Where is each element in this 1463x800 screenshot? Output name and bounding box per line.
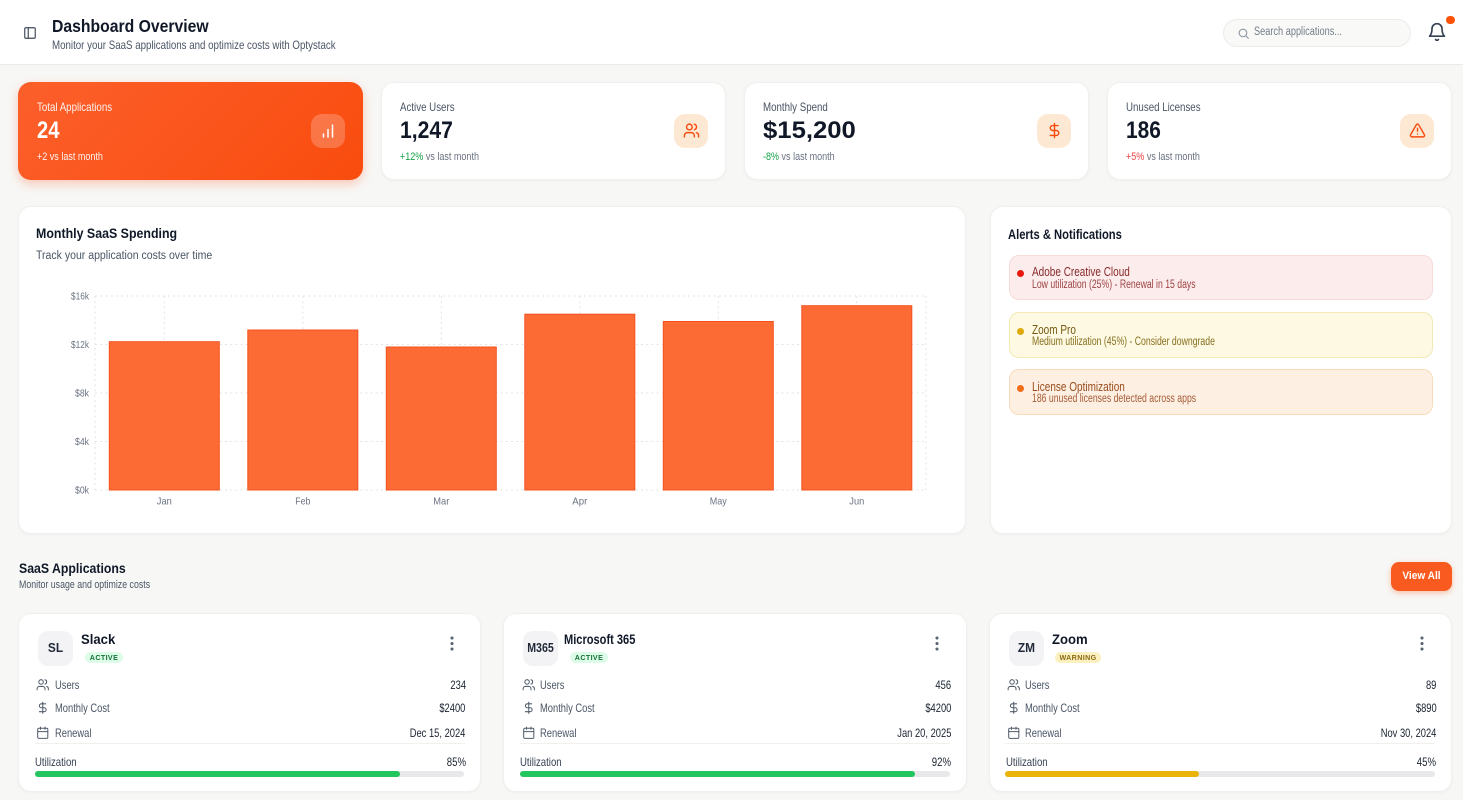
- svg-text:Jan: Jan: [157, 496, 172, 508]
- svg-text:$0k: $0k: [75, 485, 90, 497]
- svg-text:Feb: Feb: [295, 496, 310, 508]
- svg-text:$16k: $16k: [71, 291, 90, 303]
- svg-text:$12k: $12k: [71, 339, 90, 351]
- svg-text:$4k: $4k: [75, 436, 90, 448]
- svg-text:May: May: [710, 496, 728, 508]
- svg-text:Jun: Jun: [849, 496, 864, 508]
- svg-text:$8k: $8k: [75, 388, 90, 400]
- svg-text:Apr: Apr: [572, 496, 587, 508]
- svg-text:Mar: Mar: [433, 496, 449, 508]
